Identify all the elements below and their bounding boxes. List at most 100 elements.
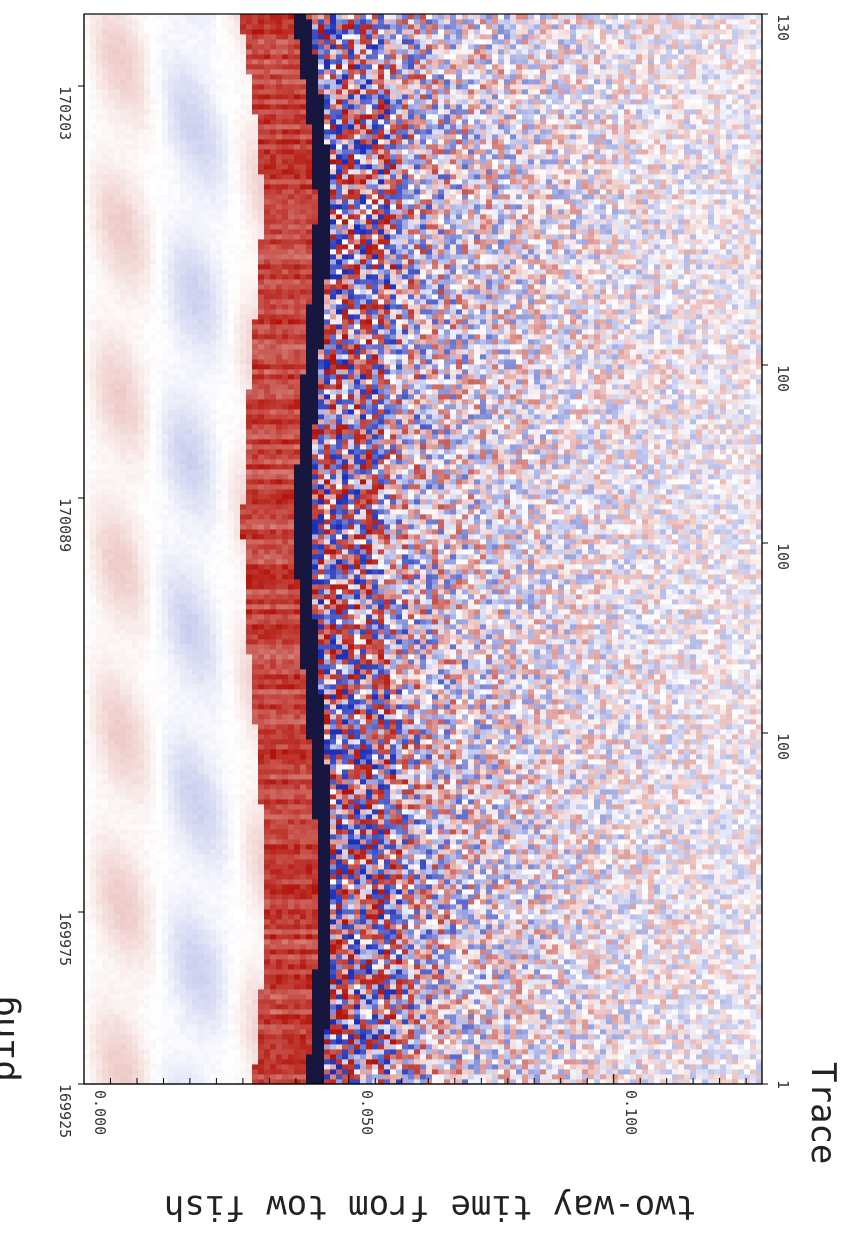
heatmap-cell (426, 894, 433, 900)
heatmap-cell (678, 1004, 685, 1010)
heatmap-cell (648, 1049, 655, 1055)
heatmap-cell (150, 924, 157, 930)
heatmap-cell (408, 1004, 415, 1010)
heatmap-cell (600, 984, 607, 990)
heatmap-cell (462, 899, 469, 905)
heatmap-cell (132, 924, 139, 930)
heatmap-cell (756, 1014, 763, 1020)
heatmap-cell (522, 1079, 529, 1085)
heatmap-cell (636, 944, 643, 950)
heatmap-cell (96, 1039, 103, 1045)
heatmap-cell (114, 1034, 121, 1040)
heatmap-cell (282, 1069, 289, 1075)
heatmap-cell (606, 959, 613, 965)
heatmap-cell (528, 934, 535, 940)
heatmap-cell (666, 979, 673, 985)
heatmap-cell (108, 1074, 115, 1080)
heatmap-cell (582, 879, 589, 885)
heatmap-cell (738, 969, 745, 975)
heatmap-cell (666, 969, 673, 975)
heatmap-cell (750, 979, 757, 985)
heatmap-cell (210, 1034, 217, 1040)
heatmap-cell (582, 1044, 589, 1050)
heatmap-cell (738, 1004, 745, 1010)
heatmap-cell (576, 999, 583, 1005)
heatmap-cell (630, 924, 637, 930)
heatmap-cell (126, 924, 133, 930)
heatmap-cell (618, 989, 625, 995)
heatmap-cell (450, 959, 457, 965)
heatmap-cell (756, 1039, 763, 1045)
heatmap-cell (654, 869, 661, 875)
heatmap-cell (162, 1039, 169, 1045)
heatmap-cell (564, 879, 571, 885)
heatmap-cell (450, 1004, 457, 1010)
heatmap-cell (480, 979, 487, 985)
heatmap-cell (744, 904, 751, 910)
heatmap-cell (642, 889, 649, 895)
heatmap-cell (576, 889, 583, 895)
heatmap-cell (612, 969, 619, 975)
heatmap-cell (306, 1059, 313, 1065)
heatmap-cell (162, 984, 169, 990)
heatmap-cell (750, 1039, 757, 1045)
heatmap-cell (138, 1009, 145, 1015)
heatmap-cell (372, 944, 379, 950)
heatmap-cell (216, 1019, 223, 1025)
heatmap-cell (336, 889, 343, 895)
heatmap-cell (114, 939, 121, 945)
heatmap-cell (552, 1029, 559, 1035)
heatmap-cell (570, 964, 577, 970)
heatmap-cell (168, 924, 175, 930)
heatmap-cell (528, 999, 535, 1005)
heatmap-cell (504, 1009, 511, 1015)
heatmap-cell (126, 929, 133, 935)
heatmap-cell (582, 1009, 589, 1015)
heatmap-cell (342, 894, 349, 900)
heatmap-cell (210, 1044, 217, 1050)
heatmap-cell (468, 919, 475, 925)
heatmap-cell (198, 944, 205, 950)
heatmap-cell (132, 1029, 139, 1035)
heatmap-cell (420, 864, 427, 870)
heatmap-cell (210, 1054, 217, 1060)
heatmap-cell (558, 864, 565, 870)
heatmap-cell (114, 969, 121, 975)
heatmap-cell (624, 1044, 631, 1050)
heatmap-cell (228, 929, 235, 935)
heatmap-cell (612, 884, 619, 890)
heatmap-cell (756, 1079, 763, 1085)
heatmap-cell (126, 989, 133, 995)
heatmap-cell (84, 1059, 91, 1065)
heatmap-cell (96, 979, 103, 985)
heatmap-cell (756, 1004, 763, 1010)
heatmap-cell (156, 974, 163, 980)
heatmap-cell (174, 1049, 181, 1055)
heatmap-cell (336, 884, 343, 890)
heatmap-cell (138, 864, 145, 870)
heatmap-cell (738, 964, 745, 970)
heatmap-cell (306, 1064, 313, 1070)
heatmap-cell (264, 1034, 271, 1040)
heatmap-cell (426, 974, 433, 980)
heatmap-cell (642, 989, 649, 995)
heatmap-cell (144, 1029, 151, 1035)
heatmap-cell (684, 1024, 691, 1030)
heatmap-cell (240, 934, 247, 940)
heatmap-cell (576, 974, 583, 980)
heatmap-cell (396, 889, 403, 895)
heatmap-cell (642, 954, 649, 960)
heatmap-cell (186, 954, 193, 960)
heatmap-cell (330, 874, 337, 880)
heatmap-cell (750, 864, 757, 870)
heatmap-cell (186, 869, 193, 875)
heatmap-cell (408, 1074, 415, 1080)
heatmap-cell (720, 919, 727, 925)
heatmap-cell (354, 894, 361, 900)
heatmap-cell (360, 869, 367, 875)
heatmap-cell (672, 1069, 679, 1075)
heatmap-cell (138, 894, 145, 900)
heatmap-cell (90, 899, 97, 905)
heatmap-cell (444, 1024, 451, 1030)
heatmap-cell (120, 874, 127, 880)
